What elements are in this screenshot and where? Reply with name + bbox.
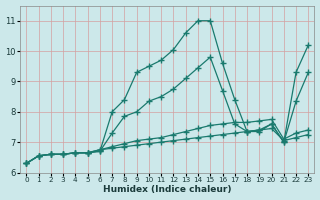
X-axis label: Humidex (Indice chaleur): Humidex (Indice chaleur) (103, 185, 232, 194)
